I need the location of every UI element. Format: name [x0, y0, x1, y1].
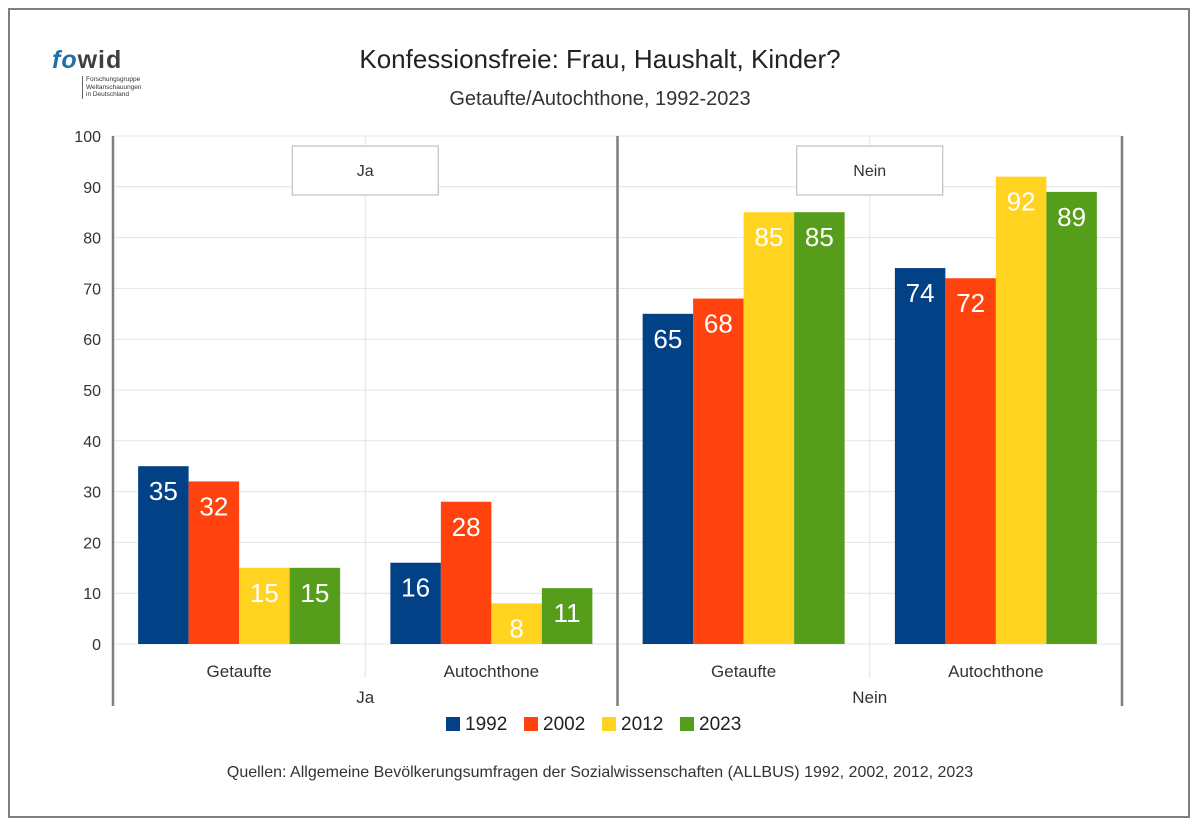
- bar-value-label: 32: [199, 491, 228, 521]
- bar-value-label: 28: [452, 512, 481, 542]
- legend-swatch: [602, 717, 616, 731]
- bar: [188, 481, 240, 644]
- panel-header-label: Ja: [357, 163, 374, 180]
- legend-swatch: [446, 717, 460, 731]
- bar-value-label: 11: [554, 598, 581, 628]
- y-tick-label: 100: [74, 129, 101, 146]
- bar: [1046, 191, 1097, 644]
- bar: [693, 298, 744, 644]
- x-tick-label: Autochthone: [444, 662, 539, 681]
- legend-label: 1992: [465, 714, 507, 735]
- bar: [945, 278, 996, 644]
- bar-value-label: 8: [509, 613, 523, 643]
- bar-value-label: 92: [1007, 187, 1036, 217]
- bar: [541, 588, 593, 644]
- legend-label: 2012: [621, 714, 663, 735]
- panel-axis-label: Ja: [356, 688, 375, 707]
- legend-label: 2002: [543, 714, 585, 735]
- bar: [289, 567, 341, 644]
- legend-swatch: [524, 717, 538, 731]
- bar-value-label: 74: [906, 278, 935, 308]
- logo-sub-line: Weltanschauungen: [86, 83, 142, 91]
- bar: [491, 603, 542, 644]
- logo-subtext: Forschungsgruppe Weltanschauungen in Deu…: [82, 76, 142, 99]
- y-tick-label: 80: [83, 231, 101, 248]
- logo-sub-line: Forschungsgruppe: [86, 76, 141, 83]
- y-tick-label: 70: [83, 281, 101, 298]
- bar-value-label: 72: [956, 288, 985, 318]
- bar-value-label: 15: [250, 578, 279, 608]
- y-tick-label: 40: [83, 434, 101, 451]
- y-tick-label: 20: [83, 535, 101, 552]
- x-tick-label: Getaufte: [711, 662, 776, 681]
- bar: [794, 212, 845, 644]
- y-tick-label: 90: [83, 180, 101, 197]
- chart-subtitle: Getaufte/Autochthone, 1992-2023: [449, 88, 751, 110]
- fowid-logo: fowid Forschungsgruppe Weltanschauungen …: [52, 46, 162, 110]
- y-tick-label: 50: [83, 383, 101, 400]
- logo-part-fo: fo: [52, 46, 78, 74]
- bar: [642, 313, 694, 644]
- y-tick-label: 60: [83, 332, 101, 349]
- panel-header-label: Nein: [853, 163, 886, 180]
- bar-value-label: 35: [149, 476, 178, 506]
- bar-value-label: 89: [1057, 202, 1086, 232]
- x-tick-label: Getaufte: [207, 662, 272, 681]
- bar-value-label: 15: [300, 578, 329, 608]
- legend-swatch: [680, 717, 694, 731]
- bar: [995, 176, 1047, 644]
- bar: [743, 212, 795, 644]
- bar-value-label: 65: [653, 324, 682, 354]
- bar: [138, 466, 189, 644]
- y-tick-label: 30: [83, 485, 101, 502]
- panel-axis-label: Nein: [852, 688, 887, 707]
- source-note: Quellen: Allgemeine Bevölkerungsumfragen…: [226, 764, 974, 781]
- panel-header-box: [291, 145, 439, 196]
- bar: [894, 268, 946, 644]
- bar: [440, 501, 492, 644]
- legend-label: 2023: [699, 714, 741, 735]
- bar-value-label: 16: [401, 573, 430, 603]
- y-tick-label: 10: [83, 586, 101, 603]
- bar: [390, 562, 441, 644]
- y-tick-label: 0: [92, 637, 101, 654]
- logo-wordmark: fowid: [52, 46, 122, 75]
- x-tick-label: Autochthone: [948, 662, 1043, 681]
- bar: [239, 567, 290, 644]
- bar-value-label: 68: [704, 309, 733, 339]
- logo-part-wid: wid: [77, 46, 123, 74]
- chart-title: Konfessionsfreie: Frau, Haushalt, Kinder…: [359, 44, 841, 74]
- logo-sub-line: in Deutschland: [86, 91, 129, 99]
- bar-value-label: 85: [805, 222, 834, 252]
- panel-header-box: [796, 145, 944, 196]
- chart-frame: [8, 8, 1190, 818]
- bar-value-label: 85: [754, 222, 783, 252]
